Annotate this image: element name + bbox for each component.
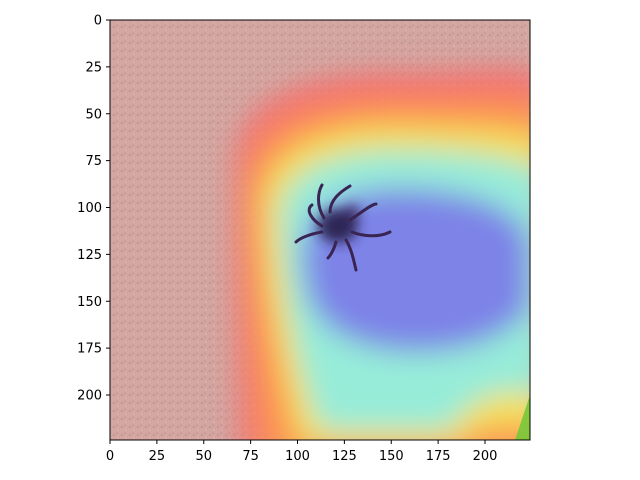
tick-leg <box>328 184 352 214</box>
heat-overlay <box>234 68 530 440</box>
x-tick-label: 100 <box>285 449 310 464</box>
x-tick-label: 150 <box>379 449 404 464</box>
y-tick-label: 175 <box>77 342 102 357</box>
x-tick-label: 50 <box>195 449 212 464</box>
tick-leg <box>307 203 324 228</box>
tick-leg <box>344 238 358 272</box>
y-tick-label: 200 <box>77 389 102 404</box>
plot-area <box>110 20 530 440</box>
green-corner <box>515 395 530 440</box>
y-axis: 0 25 50 75 100 125 150 175 200 <box>77 14 110 404</box>
y-tick-label: 125 <box>77 248 102 263</box>
x-axis: 0 25 50 75 100 125 150 175 200 <box>106 440 498 464</box>
tick-leg <box>348 202 378 222</box>
y-tick-label: 0 <box>94 14 102 29</box>
x-tick-label: 125 <box>332 449 357 464</box>
plot-frame <box>109 19 531 441</box>
y-tick-label: 75 <box>85 154 102 169</box>
x-tick-label: 25 <box>149 449 166 464</box>
y-tick-label: 100 <box>77 201 102 216</box>
x-tick-label: 0 <box>106 449 114 464</box>
tick-leg <box>294 230 324 244</box>
tick-leg <box>317 183 326 220</box>
x-tick-label: 200 <box>473 449 498 464</box>
tick-legs <box>294 183 392 272</box>
tick-leg <box>350 230 392 238</box>
tick-leg <box>326 240 338 260</box>
y-tick-label: 150 <box>77 295 102 310</box>
heat-blue-core <box>302 188 530 352</box>
x-tick-label: 175 <box>426 449 451 464</box>
y-tick-label: 50 <box>85 107 102 122</box>
y-tick-label: 25 <box>85 60 102 75</box>
x-tick-label: 75 <box>242 449 259 464</box>
